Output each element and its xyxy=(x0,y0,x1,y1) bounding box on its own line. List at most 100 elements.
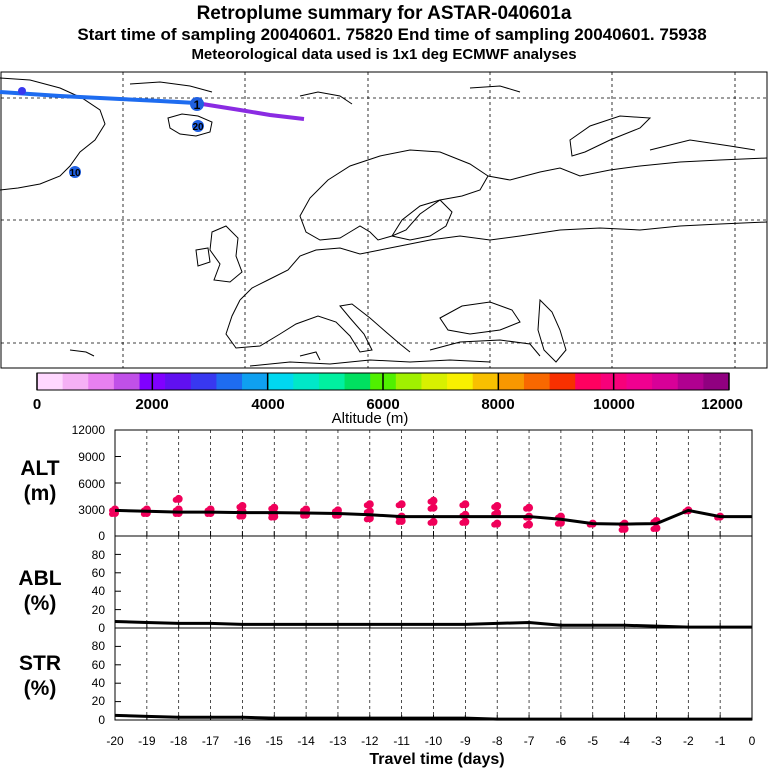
plume-point xyxy=(395,518,402,525)
x-tick-label: -17 xyxy=(202,734,220,748)
abl-ytick: 0 xyxy=(98,621,105,635)
marker-label-20: 20 xyxy=(192,122,204,133)
plume-point xyxy=(491,503,498,510)
x-tick-label: -9 xyxy=(460,734,471,748)
series-line xyxy=(114,508,752,526)
met-data-info: Meteorological data used is 1x1 deg ECMW… xyxy=(191,46,577,63)
colorbar-cell xyxy=(293,373,320,390)
colorbar-tick-10000: 10000 xyxy=(593,396,635,413)
map-grid xyxy=(1,72,767,368)
x-tick-labels: -20 -19 -18 -17 -16 -15 -14 -13 -12 -11 -10 -9 -8 -7-… xyxy=(106,734,755,748)
panel-labels: ALT (m) ABL (%) STR (%) xyxy=(18,457,61,700)
alt-ytick: 0 xyxy=(98,529,105,543)
x-tick-label: -5 xyxy=(587,734,598,748)
str-ytick: 0 xyxy=(98,713,105,727)
colorbar-cell xyxy=(703,373,730,390)
x-tick-label: -19 xyxy=(138,734,156,748)
colorbar-cell xyxy=(190,373,217,390)
trajectory-marker-1: 1 xyxy=(190,97,204,112)
sampling-times: Start time of sampling 20040601. 75820 E… xyxy=(77,25,707,44)
y-tick-labels: 12000 9000 6000 3000 0 80 60 40 20 0 80 … xyxy=(72,423,106,727)
abl-label: ABL xyxy=(18,567,61,590)
plume-point xyxy=(363,502,370,509)
colorbar-cell xyxy=(344,373,371,390)
x-axis-label: Travel time (days) xyxy=(369,751,504,768)
trajectory-map: 1 20 10 xyxy=(0,71,768,369)
marker-label-1: 1 xyxy=(194,98,201,112)
colorbar-cell xyxy=(652,373,679,390)
abl-ytick: 80 xyxy=(92,548,106,562)
coastlines xyxy=(0,77,768,367)
colorbar-cell xyxy=(447,373,474,390)
x-tick-label: -15 xyxy=(266,734,284,748)
plume-point xyxy=(172,496,179,503)
str-label: STR xyxy=(19,652,61,675)
x-tick-label: -14 xyxy=(297,734,315,748)
colorbar-cell xyxy=(318,373,346,390)
altitude-colorbar: 0 2000 4000 6000 8000 10000 12000 Altitu… xyxy=(33,372,743,427)
marker-label-10: 10 xyxy=(69,168,81,179)
colorbar-cell xyxy=(498,373,525,390)
plume-point xyxy=(491,521,498,528)
str-ytick: 40 xyxy=(92,676,106,690)
plume-point xyxy=(459,519,466,526)
colorbar-cell xyxy=(575,373,602,390)
colorbar-cell xyxy=(62,373,89,390)
colorbar-cell xyxy=(677,373,704,390)
colorbar-tick-2000: 2000 xyxy=(135,396,168,413)
plume-point xyxy=(427,505,434,512)
trajectory-marker-10: 10 xyxy=(69,166,81,179)
plume-point xyxy=(427,498,434,505)
colorbar-cell xyxy=(395,373,422,390)
colorbar-cell xyxy=(113,373,141,390)
colorbar-cell xyxy=(216,373,243,390)
x-tick-label: -20 xyxy=(106,734,124,748)
colorbar-cell xyxy=(165,373,192,390)
alt-ytick: 6000 xyxy=(78,477,105,491)
colorbar-cell xyxy=(37,373,64,390)
str-ytick: 60 xyxy=(92,658,106,672)
colorbar-cell xyxy=(472,373,499,390)
colorbar-cell xyxy=(421,373,448,390)
x-tick-label: -8 xyxy=(492,734,503,748)
plume-point xyxy=(395,502,402,509)
colorbar-tick-6000: 6000 xyxy=(366,396,399,413)
plume-point xyxy=(618,526,625,533)
x-tick-label: 0 xyxy=(749,734,756,748)
abl-ytick: 20 xyxy=(92,603,106,617)
plume-point xyxy=(459,502,466,509)
colorbar-cell xyxy=(549,373,576,390)
time-series-plots xyxy=(109,429,753,721)
plume-point xyxy=(268,514,275,521)
alt-ytick: 12000 xyxy=(72,423,106,437)
colorbar-tick-4000: 4000 xyxy=(251,396,284,413)
str-ytick: 20 xyxy=(92,694,106,708)
trajectory-marker-start xyxy=(18,87,26,95)
x-tick-label: -10 xyxy=(425,734,443,748)
colorbar-title: Altitude (m) xyxy=(332,410,409,427)
x-tick-label: -1 xyxy=(715,734,726,748)
trajectory-track-purple xyxy=(195,101,305,121)
series-line xyxy=(114,713,752,721)
x-tick-label: -13 xyxy=(329,734,347,748)
x-tick-label: -12 xyxy=(361,734,379,748)
x-tick-label: -16 xyxy=(234,734,252,748)
colorbar-cell xyxy=(523,373,551,390)
x-tick-label: -3 xyxy=(651,734,662,748)
abl-ytick: 60 xyxy=(92,566,106,580)
alt-ytick: 3000 xyxy=(78,503,105,517)
plume-point xyxy=(236,513,243,520)
colorbar-cell xyxy=(626,373,653,390)
x-tick-label: -2 xyxy=(683,734,694,748)
str-unit: (%) xyxy=(24,677,57,700)
plume-point xyxy=(109,511,115,518)
abl-ytick: 40 xyxy=(92,584,106,598)
x-tick-label: -6 xyxy=(556,734,567,748)
colorbar-tick-8000: 8000 xyxy=(481,396,514,413)
alt-unit: (m) xyxy=(24,482,57,505)
colorbar-cell xyxy=(88,373,115,390)
alt-label: ALT xyxy=(20,457,59,480)
x-tick-label: -4 xyxy=(619,734,630,748)
plume-point xyxy=(554,520,561,527)
